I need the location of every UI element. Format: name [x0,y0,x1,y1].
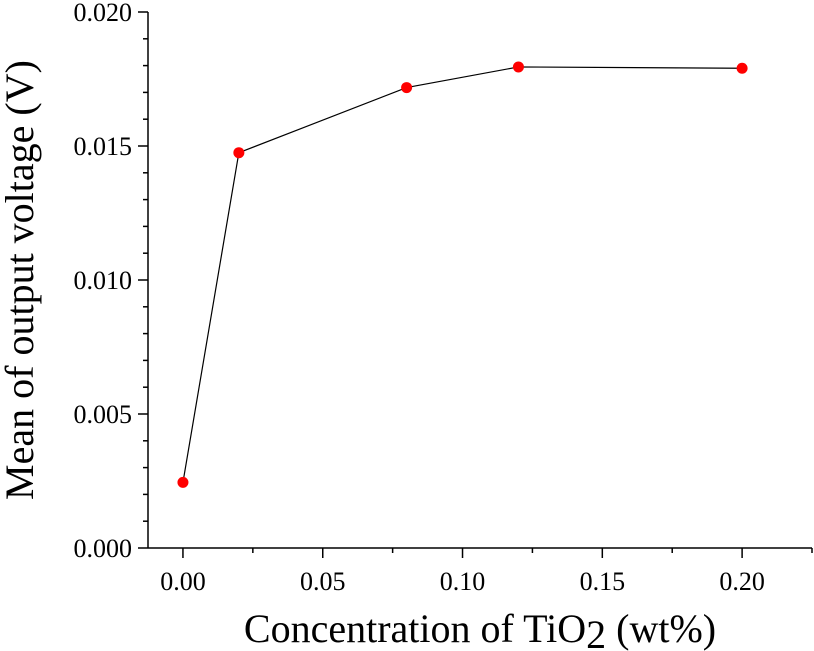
x-tick-label: 0.20 [719,567,765,596]
y-tick-label: 0.005 [74,400,133,429]
y-tick-label: 0.015 [74,132,133,161]
data-point [512,61,524,73]
data-point [177,476,189,488]
plot-area [177,61,748,488]
series-line [182,66,743,483]
y-tick-label: 0.000 [74,534,133,563]
x-axis-title: Concentration of TiO2 (wt%) [244,606,716,651]
x-axis-title-subscript: 2 [586,612,606,651]
data-point [233,147,245,159]
x-tick-label: 0.05 [300,567,346,596]
x-axis-title-unit: (wt%) [606,606,716,651]
x-axis-title-main: Concentration of TiO [244,606,586,651]
x-tick-label: 0.15 [580,567,626,596]
x-ticks: 0.00 0.05 0.10 0.15 0.20 [160,548,813,596]
x-tick-label: 0.00 [160,567,206,596]
y-tick-label: 0.020 [74,0,133,27]
x-tick-label: 0.10 [440,567,486,596]
y-ticks: 0.000 0.005 0.010 0.015 0.020 [74,0,148,563]
data-point [736,62,748,74]
data-point [401,82,413,94]
y-tick-label: 0.010 [74,266,133,295]
y-axis-title: Mean of output voltage (V) [0,60,42,500]
